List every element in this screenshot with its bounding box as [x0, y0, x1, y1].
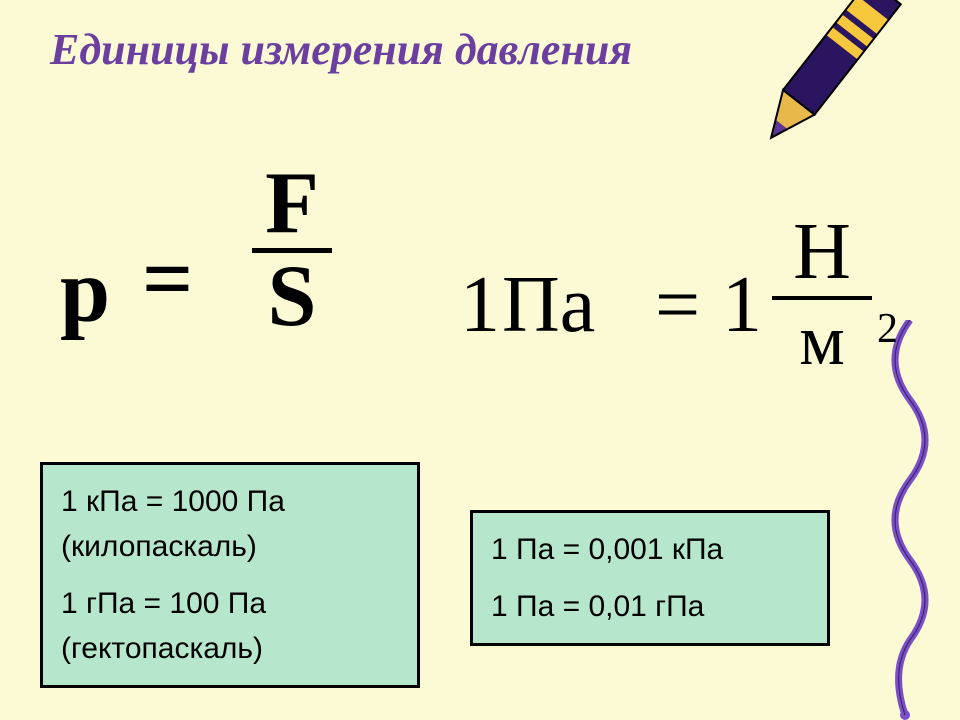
- unit-pascal: Па: [502, 260, 595, 351]
- numerator-newton: Н: [772, 212, 872, 292]
- crayon-icon: [750, 0, 960, 190]
- conversion-box-right: 1 Па = 0,001 кПа 1 Па = 0,01 гПа: [470, 510, 830, 646]
- pa-to-kpa-line: 1 Па = 0,001 кПа: [491, 527, 809, 572]
- one-left: 1: [460, 260, 500, 351]
- fraction-fs: F S: [252, 160, 332, 341]
- spacer: [61, 569, 399, 581]
- symbol-p: p: [60, 240, 110, 343]
- formula-area: p = F S 1 Па = 1 Н м 2: [60, 180, 900, 430]
- denominator-s: S: [252, 253, 332, 341]
- slide-title: Единицы измерения давления: [50, 24, 632, 75]
- spacer: [491, 572, 809, 584]
- equals-sign: =: [142, 228, 193, 331]
- equals-sign-2: =: [655, 260, 700, 351]
- meter-symbol: м: [799, 300, 845, 380]
- hpa-line: 1 гПа = 100 Па (гектопаскаль): [61, 581, 399, 671]
- conversion-box-left: 1 кПа = 1000 Па (килопаскаль) 1 гПа = 10…: [40, 462, 420, 688]
- fraction-nm2: Н м 2: [772, 212, 872, 376]
- pa-to-hpa-line: 1 Па = 0,01 гПа: [491, 584, 809, 629]
- slide: Единицы измерения давления p = F S: [0, 0, 960, 720]
- one-right: 1: [722, 260, 762, 351]
- exponent-2: 2: [877, 308, 898, 350]
- denominator-m2: м 2: [772, 304, 872, 376]
- numerator-f: F: [252, 160, 332, 248]
- kpa-line: 1 кПа = 1000 Па (килопаскаль): [61, 479, 399, 569]
